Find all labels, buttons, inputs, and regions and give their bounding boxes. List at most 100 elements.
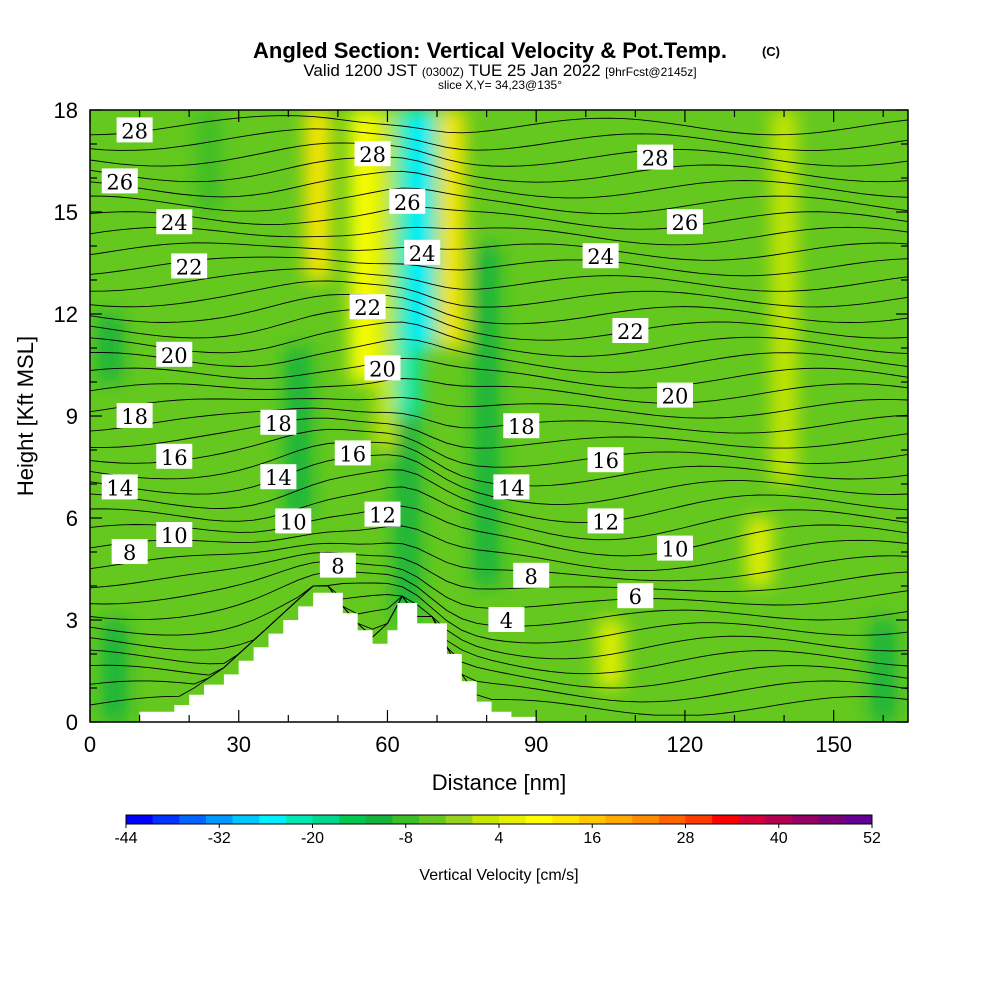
colorbar-swatch: [472, 815, 500, 824]
contour-label-text: 6: [629, 585, 642, 609]
isentrope-line-36: [90, 128, 908, 151]
contour-label-box: [513, 562, 550, 588]
contour-label-text: 16: [592, 449, 619, 473]
contour-label-box: [617, 583, 654, 609]
contour-label-box: [354, 141, 391, 167]
colorbar-swatch: [578, 815, 607, 824]
contour-label-box: [404, 239, 441, 265]
copyright-mark: (C): [762, 44, 780, 59]
isentrope-line-37: [90, 115, 908, 136]
contour-label-28: 10: [656, 535, 693, 562]
isentrope-line-10: [90, 525, 908, 572]
isentrope-line-8: [90, 551, 908, 592]
contour-label-box: [171, 253, 208, 279]
contour-label-box: [612, 318, 649, 343]
isentrope-line-29: [90, 242, 908, 261]
contour-label-text: 8: [525, 565, 538, 589]
contour-label-text: 14: [106, 476, 133, 500]
contour-label-box: [275, 508, 312, 534]
velocity-feature-9: [746, 518, 772, 586]
colorbar-tick-label: 16: [583, 830, 601, 847]
velocity-feature-12: [196, 110, 222, 212]
isentrope-line-18: [90, 407, 908, 434]
contour-label-box: [349, 294, 386, 320]
colorbar-swatch: [552, 815, 580, 824]
colorbar-tick-label: 28: [677, 830, 695, 847]
colorbar-swatch: [792, 815, 820, 824]
contour-label-text: 16: [161, 446, 188, 470]
contour-label-text: 22: [354, 296, 381, 320]
contour-label-box: [319, 552, 356, 578]
contour-label-10: 18: [260, 409, 297, 436]
forecast-info: [9hrFcst@2145z]: [605, 65, 697, 79]
contour-label-27: 6: [617, 583, 654, 609]
contour-label-12: 10: [275, 508, 312, 534]
velocity-feature-13: [97, 314, 123, 382]
contour-label-21: 18: [503, 413, 540, 439]
contour-label-25: 16: [587, 447, 624, 473]
contour-label-4: 20: [156, 341, 193, 368]
contour-label-text: 26: [672, 211, 699, 235]
contour-label-31: 20: [656, 382, 693, 409]
contour-label-box: [587, 447, 624, 473]
contour-label-6: 16: [156, 443, 193, 470]
velocity-feature-14: [102, 620, 128, 722]
isentrope-line-19: [90, 396, 908, 419]
contour-label-text: 20: [662, 385, 689, 409]
contour-label-16: 28: [354, 141, 391, 167]
colorbar: [125, 814, 873, 825]
y-tick-label: 18: [54, 98, 78, 123]
velocity-feature-8: [474, 246, 499, 586]
contour-label-text: 26: [394, 191, 421, 215]
isentrope-line-31: [90, 206, 908, 230]
colorbar-swatch: [232, 815, 260, 824]
contour-label-text: 24: [161, 211, 188, 235]
colorbar-swatch: [312, 815, 340, 824]
isentropes: [90, 115, 908, 716]
isentrope-line-30: [90, 226, 908, 246]
contour-label-box: [334, 440, 371, 466]
contour-label-box: [156, 209, 193, 235]
contour-label-32: 28: [637, 144, 674, 171]
x-tick-label: 120: [667, 732, 704, 757]
contour-label-1: 26: [101, 168, 138, 194]
y-axis: 0 3 6 9 12 15 18: [54, 98, 908, 735]
isentrope-line-12: [90, 486, 908, 541]
contour-label-box: [156, 443, 193, 469]
contour-label-13: 16: [334, 440, 371, 466]
colorbar-swatch: [392, 815, 420, 824]
isentrope-line-27: [90, 268, 908, 292]
contour-label-box: [637, 144, 674, 170]
colorbar-tick-label: 40: [770, 830, 788, 847]
contour-label-11: 14: [260, 464, 297, 490]
y-tick-label: 0: [66, 710, 78, 735]
contour-label-text: 8: [331, 555, 344, 579]
contour-label-text: 14: [498, 476, 525, 500]
contour-label-box: [260, 409, 297, 435]
contour-label-text: 12: [369, 504, 396, 528]
isentrope-line-2: [90, 585, 908, 689]
colorbar-swatch: [259, 815, 287, 824]
colorbar-swatch: [738, 815, 766, 824]
utc-time: (0300Z): [422, 65, 464, 79]
colorbar-swatch: [285, 815, 313, 824]
contour-label-text: 28: [121, 119, 148, 143]
colorbar-swatch: [605, 815, 633, 824]
contour-label-text: 18: [265, 412, 292, 436]
colorbar-tick-label: -20: [301, 830, 324, 847]
velocity-feature-11: [870, 620, 896, 722]
contour-label-box: [656, 382, 693, 408]
contour-label-box: [503, 413, 540, 439]
colorbar-swatch: [339, 815, 367, 824]
contour-label-2: 24: [156, 209, 193, 235]
y-axis-label: Height [Kft MSL]: [13, 336, 38, 496]
colorbar-swatch: [499, 815, 527, 824]
colorbar-swatch: [126, 815, 154, 824]
valid-date: TUE 25 Jan 2022: [468, 61, 600, 80]
contour-label-box: [364, 501, 401, 527]
contour-label-box: [111, 539, 148, 564]
isentrope-line-33: [90, 170, 908, 199]
isentrope-line-4: [90, 585, 908, 660]
contour-label-18: 24: [404, 239, 441, 266]
